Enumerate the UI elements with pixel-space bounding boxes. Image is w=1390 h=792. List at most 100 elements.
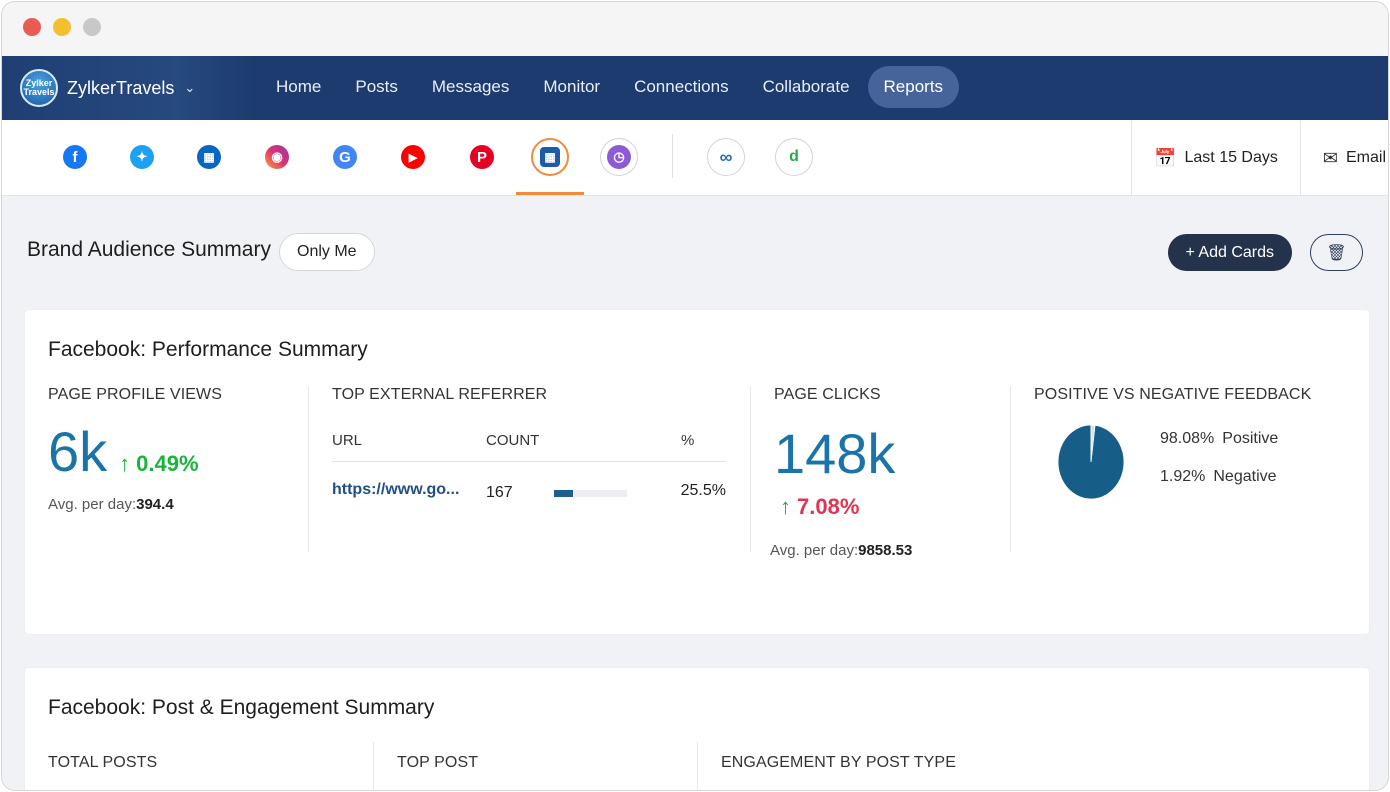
nav-collaborate[interactable]: Collaborate bbox=[762, 77, 850, 96]
date-range-label: Last 15 Days bbox=[1184, 149, 1278, 166]
metric-row: 6k ↑ 0.49% bbox=[48, 424, 298, 480]
twitter-icon[interactable]: ✦ bbox=[123, 138, 161, 176]
email-button[interactable]: ✉ Email bbox=[1299, 120, 1388, 196]
google-business-icon[interactable]: G bbox=[326, 138, 364, 176]
visibility-button[interactable]: Only Me bbox=[279, 233, 375, 271]
delete-button[interactable]: 🗑 bbox=[1310, 234, 1363, 271]
column-divider bbox=[373, 742, 374, 790]
negative-percent: 1.92% bbox=[1160, 468, 1206, 485]
minimize-window-button[interactable] bbox=[53, 18, 71, 36]
mail-icon: ✉ bbox=[1322, 147, 1338, 168]
brand-logo: Zylker Travels bbox=[20, 69, 58, 107]
referrer-count: 167 bbox=[486, 484, 513, 501]
instagram-icon[interactable]: ◉ bbox=[258, 138, 296, 176]
main-nav: Home Posts Messages Monitor Connections … bbox=[260, 66, 961, 110]
network-selector-bar: f ✦ ▦ ◉ G ▶ P ▦ ◷ ∞ d bbox=[2, 120, 1388, 196]
metric-delta: ↑ 7.08% bbox=[780, 494, 1004, 520]
widget-label: POSITIVE VS NEGATIVE FEEDBACK bbox=[1034, 386, 1312, 403]
nav-posts[interactable]: Posts bbox=[355, 77, 398, 96]
maximize-window-button[interactable] bbox=[83, 18, 101, 36]
trash-icon: 🗑 bbox=[1326, 244, 1347, 262]
icon-separator bbox=[672, 134, 673, 178]
widget-label-total-posts: TOTAL POSTS bbox=[48, 754, 158, 771]
linkedin-page-icon[interactable]: ▦ bbox=[190, 138, 228, 176]
delta-value: 0.49% bbox=[136, 451, 199, 476]
date-range-button[interactable]: 📅 Last 15 Days bbox=[1131, 120, 1300, 196]
positive-percent: 98.08% bbox=[1160, 430, 1215, 447]
avg-value: 394.4 bbox=[136, 496, 174, 513]
feedback-widget: POSITIVE VS NEGATIVE FEEDBACK 98.08% Posi… bbox=[1034, 386, 1354, 500]
nav-messages[interactable]: Messages bbox=[431, 77, 510, 96]
engagement-summary-card: Facebook: Post & Engagement Summary TOTA… bbox=[25, 668, 1369, 790]
avg-per-day: Avg. per day:9858.53 bbox=[770, 542, 1004, 559]
nav-reports[interactable]: Reports bbox=[867, 66, 960, 108]
arrow-up-icon: ↑ bbox=[119, 451, 131, 476]
performance-summary-card: Facebook: Performance Summary PAGE PROFI… bbox=[25, 310, 1369, 634]
nav-monitor[interactable]: Monitor bbox=[543, 77, 601, 96]
chevron-down-icon: ⌄ bbox=[184, 80, 196, 95]
facebook-icon[interactable]: f bbox=[56, 138, 94, 176]
column-header-percent: % bbox=[681, 432, 695, 449]
feedback-pie-chart bbox=[1057, 424, 1125, 500]
metric-value: 6k bbox=[48, 420, 108, 483]
page-clicks-widget: PAGE CLICKS 148k ↑ 7.08% Avg. per day:985… bbox=[770, 386, 1004, 559]
brand-name: ZylkerTravels bbox=[67, 77, 175, 98]
nav-home[interactable]: Home bbox=[276, 77, 322, 96]
pie-slice-negative bbox=[1090, 424, 1096, 463]
card-title: Facebook: Performance Summary bbox=[48, 338, 368, 361]
card-title: Facebook: Post & Engagement Summary bbox=[48, 696, 435, 719]
widget-label: PAGE PROFILE VIEWS bbox=[48, 386, 222, 403]
avg-label: Avg. per day: bbox=[48, 496, 137, 513]
column-divider bbox=[750, 386, 751, 552]
email-label: Email bbox=[1345, 149, 1386, 166]
top-navbar: Zylker Travels ZylkerTravels ⌄ Home Post… bbox=[2, 56, 1388, 120]
referrer-share-bar bbox=[554, 490, 627, 497]
negative-label: Negative bbox=[1213, 468, 1277, 485]
metric-value: 148k bbox=[774, 422, 896, 485]
positive-label: Positive bbox=[1222, 430, 1279, 447]
widget-label-engagement-by-type: ENGAGEMENT BY POST TYPE bbox=[721, 754, 956, 771]
calendar-icon: 📅 bbox=[1154, 147, 1177, 168]
legend-positive: 98.08% Positive bbox=[1160, 430, 1278, 468]
selected-network-underline bbox=[516, 192, 584, 195]
pinterest-icon[interactable]: P bbox=[463, 138, 501, 176]
brand-switcher[interactable]: Zylker Travels ZylkerTravels ⌄ bbox=[2, 56, 254, 120]
widget-label: TOP EXTERNAL REFERRER bbox=[332, 386, 548, 403]
nav-connections[interactable]: Connections bbox=[634, 77, 729, 96]
metric-delta: ↑ 0.49% bbox=[119, 451, 198, 477]
column-header-count: COUNT bbox=[486, 432, 540, 449]
arrow-up-icon: ↑ bbox=[780, 494, 791, 519]
clock-report-icon[interactable]: ◷ bbox=[600, 138, 638, 176]
top-referrer-widget: TOP EXTERNAL REFERRER URL COUNT % https:… bbox=[332, 386, 726, 501]
column-divider bbox=[308, 386, 309, 552]
referrer-percent: 25.5% bbox=[680, 482, 726, 499]
avg-label: Avg. per day: bbox=[770, 542, 859, 559]
column-divider bbox=[697, 742, 698, 790]
column-header-url: URL bbox=[332, 432, 363, 449]
table-row: https://www.go... 167 25.5% bbox=[332, 462, 726, 522]
zoho-cliq-icon[interactable]: ∞ bbox=[707, 138, 745, 176]
pie-legend: 98.08% Positive 1.92% Negative bbox=[1160, 430, 1278, 506]
page-title: Brand Audience Summary bbox=[27, 238, 271, 261]
profile-views-widget: PAGE PROFILE VIEWS 6k ↑ 0.49% Avg. per da… bbox=[48, 386, 298, 513]
avg-per-day: Avg. per day:394.4 bbox=[48, 496, 298, 513]
widget-label-top-post: TOP POST bbox=[397, 754, 479, 771]
table-header: URL COUNT % bbox=[332, 432, 726, 462]
referrer-share-fill bbox=[554, 490, 573, 497]
report-tools: 📅 Last 15 Days ✉ Email bbox=[1131, 120, 1388, 196]
widget-label: PAGE CLICKS bbox=[774, 386, 881, 403]
brand-d-icon[interactable]: d bbox=[775, 138, 813, 176]
add-cards-button[interactable]: + Add Cards bbox=[1167, 234, 1292, 271]
page-header: Brand Audience Summary Only Me + Add Car… bbox=[27, 232, 1363, 272]
avg-value: 9858.53 bbox=[858, 542, 913, 559]
dashboard-grid-icon[interactable]: ▦ bbox=[531, 138, 569, 176]
youtube-icon[interactable]: ▶ bbox=[394, 138, 432, 176]
column-divider bbox=[1010, 386, 1011, 552]
delta-value: 7.08% bbox=[797, 494, 860, 519]
legend-negative: 1.92% Negative bbox=[1160, 468, 1278, 506]
window-titlebar bbox=[2, 2, 1388, 56]
referrer-url-link[interactable]: https://www.go... bbox=[332, 481, 460, 498]
referrer-table: URL COUNT % https://www.go... 167 25.5% bbox=[332, 432, 726, 522]
close-window-button[interactable] bbox=[23, 18, 41, 36]
